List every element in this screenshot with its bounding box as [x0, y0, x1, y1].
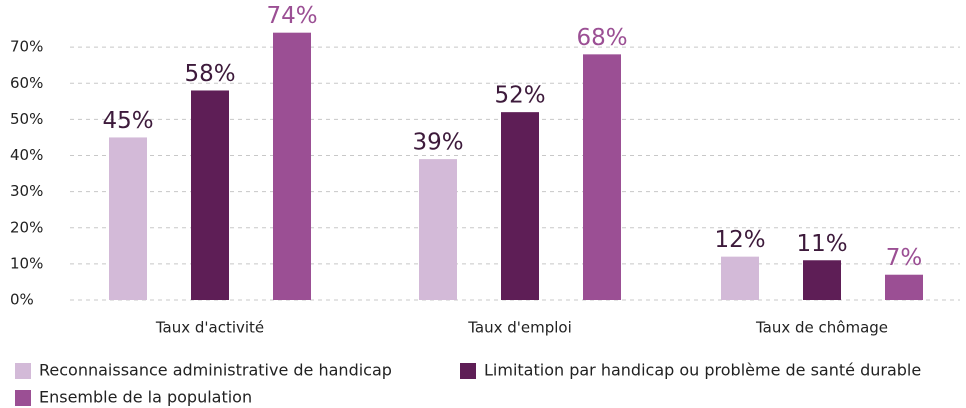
y-tick-label: 60% — [10, 74, 43, 92]
bar — [109, 137, 147, 300]
data-label: 12% — [714, 227, 765, 253]
x-tick-label: Taux de chômage — [755, 319, 888, 337]
data-label: 52% — [494, 83, 545, 109]
legend-label: Ensemble de la population — [39, 388, 252, 407]
bar — [885, 274, 923, 300]
bar — [191, 90, 229, 300]
bar — [501, 112, 539, 301]
data-label: 74% — [266, 3, 317, 29]
legend-label: Limitation par handicap ou problème de s… — [484, 361, 921, 380]
y-tick-label: 10% — [10, 254, 43, 272]
bar — [803, 260, 841, 300]
data-label: 45% — [102, 108, 153, 134]
legend-label: Reconnaissance administrative de handica… — [39, 361, 392, 380]
data-label: 68% — [576, 25, 627, 51]
y-tick-label: 50% — [10, 110, 43, 128]
bar — [583, 54, 621, 300]
y-tick-label: 70% — [10, 38, 43, 56]
legend-swatch — [15, 390, 31, 406]
data-label: 11% — [796, 231, 847, 257]
x-tick-label: Taux d'emploi — [467, 319, 572, 337]
bar — [419, 159, 457, 300]
y-tick-label: 30% — [10, 182, 43, 200]
y-tick-label: 20% — [10, 218, 43, 236]
data-label: 39% — [412, 130, 463, 156]
x-tick-label: Taux d'activité — [155, 319, 264, 337]
data-label: 58% — [184, 61, 235, 87]
bar — [273, 32, 311, 301]
bar — [721, 256, 759, 300]
y-tick-label: 0% — [10, 291, 34, 309]
data-label: 7% — [886, 245, 923, 271]
legend-swatch — [460, 363, 476, 379]
y-tick-label: 40% — [10, 146, 43, 164]
legend-swatch — [15, 363, 31, 379]
